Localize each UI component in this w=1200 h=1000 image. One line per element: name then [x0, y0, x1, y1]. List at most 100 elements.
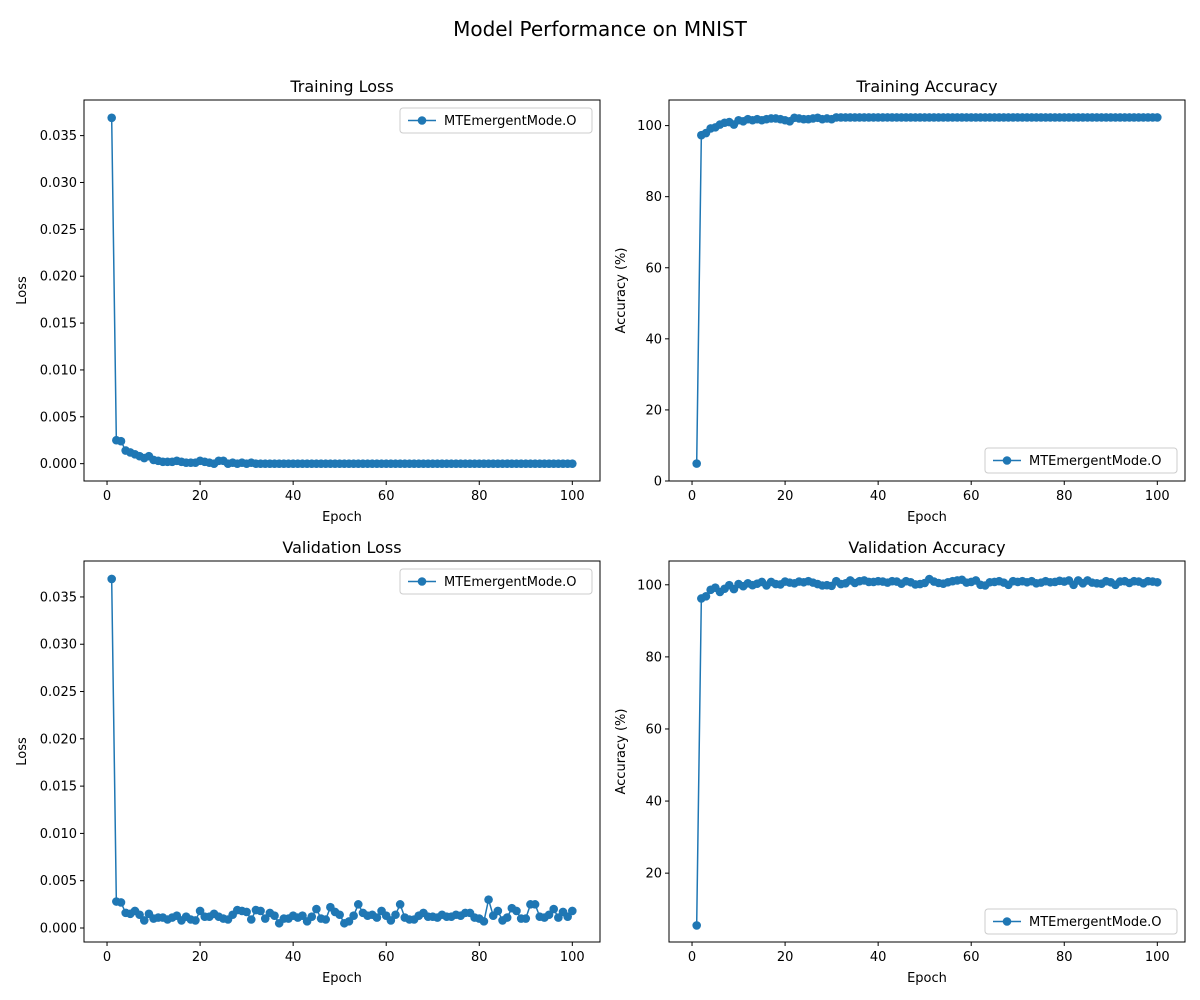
- data-point: [135, 910, 144, 920]
- data-point: [568, 459, 577, 468]
- data-point: [563, 912, 572, 921]
- data-point: [512, 906, 521, 916]
- legend-label: MTEmergentMode.O: [444, 575, 577, 590]
- data-point: [521, 914, 531, 923]
- y-tick-label: 0.010: [40, 363, 77, 378]
- legend-box: [399, 107, 593, 134]
- y-tick-label: 0.000: [40, 457, 77, 472]
- data-point: [307, 912, 317, 921]
- x-tick-label: 80: [1056, 489, 1073, 504]
- x-axis-label: Epoch: [907, 510, 947, 525]
- y-tick-label: 20: [645, 867, 662, 882]
- x-tick-label: 40: [870, 950, 887, 965]
- y-tick-label: 0.000: [40, 922, 77, 937]
- x-tick-label: 100: [1145, 950, 1170, 965]
- x-tick-label: 100: [1145, 489, 1170, 504]
- subplot-2: Training Accuracy 0 20 40 60 80 100 0 20 40 60 80 10…: [614, 77, 1186, 525]
- y-tick-label: 0.030: [40, 176, 77, 191]
- series-1: [692, 574, 1162, 930]
- y-tick-label: 0.005: [40, 410, 77, 425]
- y-tick-label: 0: [654, 475, 662, 490]
- legend-marker: [417, 577, 427, 586]
- y-tick-label: 0.025: [40, 223, 77, 238]
- y-tick-label: 0.030: [40, 638, 77, 653]
- legend-marker: [1002, 456, 1012, 465]
- subplot-title: Validation Loss: [282, 538, 401, 557]
- data-point: [298, 911, 307, 921]
- x-tick-label: 0: [688, 950, 696, 965]
- subplot-title: Validation Accuracy: [848, 538, 1005, 557]
- x-tick-label: 80: [471, 950, 488, 965]
- legend-box: [984, 908, 1178, 935]
- data-point: [270, 911, 279, 921]
- axes-frame: [668, 560, 1186, 943]
- y-tick-label: 20: [645, 403, 662, 418]
- y-tick-label: 100: [637, 578, 662, 593]
- x-tick-label: 20: [192, 950, 209, 965]
- data-point: [391, 910, 400, 920]
- legend-label: MTEmergentMode.O: [1029, 915, 1162, 930]
- data-point: [353, 900, 363, 909]
- y-tick-label: 0.025: [40, 685, 77, 700]
- data-point: [372, 913, 382, 922]
- y-tick-label: 80: [645, 650, 662, 665]
- subplot-title: Training Accuracy: [855, 77, 997, 96]
- axes-frame: [83, 99, 601, 482]
- data-point: [344, 917, 354, 926]
- data-point: [544, 910, 554, 920]
- series-1: [692, 113, 1162, 468]
- y-axis-label: Accuracy (%): [614, 709, 629, 795]
- x-axis-label: Epoch: [907, 971, 947, 986]
- y-tick-label: 0.015: [40, 317, 77, 332]
- y-tick-label: 80: [645, 190, 662, 205]
- subplot-1: Training Loss 0 20 40 60 80 100 0.000 0.005 0.010…: [15, 77, 601, 525]
- data-point: [484, 895, 493, 904]
- y-tick-label: 0.035: [40, 129, 77, 144]
- y-tick-label: 0.035: [40, 590, 77, 605]
- data-point: [116, 898, 126, 907]
- data-point: [493, 906, 503, 916]
- data-point: [549, 904, 559, 914]
- subplot-3: Validation Loss 0 20 40 60 80 100 0.000 0.005 0.0…: [15, 538, 601, 986]
- y-tick-label: 0.010: [40, 827, 77, 842]
- y-tick-label: 60: [645, 261, 662, 276]
- x-tick-label: 20: [777, 489, 794, 504]
- y-axis-label: Accuracy (%): [614, 248, 629, 334]
- subplot-title: Training Loss: [289, 77, 393, 96]
- x-axis-label: Epoch: [322, 510, 362, 525]
- x-tick-label: 60: [378, 489, 395, 504]
- data-point: [1153, 577, 1162, 587]
- data-point: [260, 914, 270, 923]
- legend-label: MTEmergentMode.O: [1029, 454, 1162, 469]
- data-point: [107, 113, 116, 123]
- data-point: [568, 906, 577, 916]
- data-point: [554, 913, 563, 922]
- y-tick-label: 0.005: [40, 874, 77, 889]
- data-point: [701, 592, 711, 601]
- legend-box: [984, 447, 1178, 474]
- x-tick-label: 80: [471, 489, 488, 504]
- x-tick-label: 40: [285, 489, 302, 504]
- legend-marker: [1002, 917, 1012, 926]
- data-point: [386, 916, 396, 925]
- data-point: [530, 900, 540, 909]
- legend-marker: [417, 116, 427, 125]
- x-tick-label: 60: [963, 950, 980, 965]
- data-point: [349, 911, 358, 921]
- x-tick-label: 0: [103, 489, 111, 504]
- data-point: [395, 900, 405, 909]
- data-point: [335, 910, 344, 920]
- series-1: [107, 113, 577, 468]
- x-tick-label: 0: [103, 950, 111, 965]
- x-tick-label: 40: [285, 950, 302, 965]
- data-point: [116, 436, 126, 446]
- x-tick-label: 80: [1056, 950, 1073, 965]
- y-tick-label: 0.020: [40, 270, 77, 285]
- data-point: [191, 916, 200, 925]
- axes-frame: [83, 560, 601, 943]
- data-point: [139, 916, 149, 925]
- y-tick-label: 40: [645, 332, 662, 347]
- x-tick-label: 100: [560, 489, 585, 504]
- data-point: [242, 907, 251, 917]
- data-point: [195, 906, 205, 916]
